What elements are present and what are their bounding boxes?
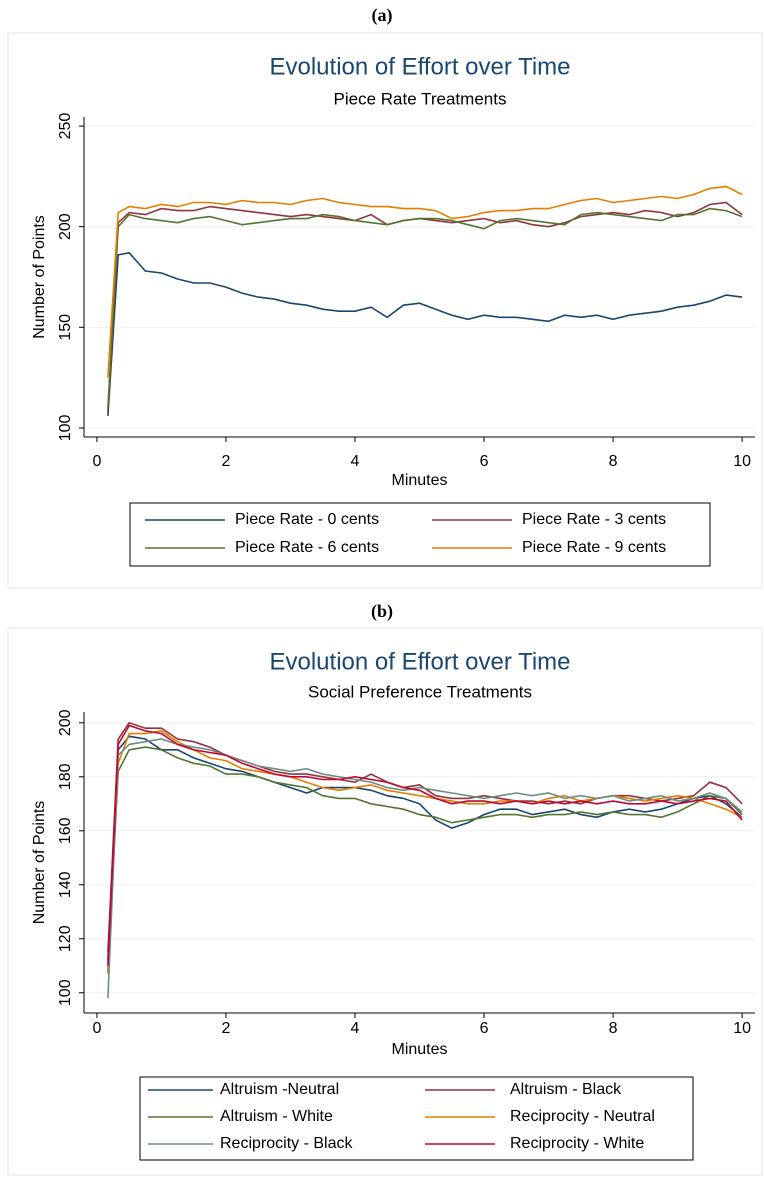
y-tick-label: 120 bbox=[57, 925, 74, 952]
x-axis-label: Minutes bbox=[391, 472, 447, 489]
y-axis-label: Number of Points bbox=[31, 801, 48, 925]
legend-box bbox=[139, 1076, 694, 1161]
x-tick-label: 4 bbox=[351, 453, 360, 470]
y-tick-label: 250 bbox=[57, 113, 74, 140]
panel-frame bbox=[7, 32, 763, 589]
x-tick-label: 0 bbox=[92, 453, 101, 470]
x-tick-label: 10 bbox=[733, 1020, 751, 1037]
x-tick-label: 0 bbox=[92, 1020, 101, 1037]
legend-label: Reciprocity - Neutral bbox=[510, 1108, 655, 1125]
x-axis-label: Minutes bbox=[391, 1041, 447, 1058]
chart-title: Evolution of Effort over Time bbox=[269, 53, 570, 80]
series-line bbox=[107, 207, 743, 408]
series-line bbox=[107, 735, 743, 961]
y-tick-label: 140 bbox=[57, 871, 74, 898]
y-tick-label: 150 bbox=[57, 314, 74, 341]
legend-label: Reciprocity - Black bbox=[220, 1135, 353, 1152]
legend-label: Altruism - White bbox=[220, 1108, 333, 1125]
legend-box bbox=[129, 502, 711, 567]
x-tick-label: 6 bbox=[480, 1020, 489, 1037]
series-line bbox=[107, 185, 743, 378]
legend-label: Altruism -Neutral bbox=[220, 1081, 339, 1098]
x-tick-label: 10 bbox=[733, 453, 751, 470]
panel-frame bbox=[7, 627, 763, 1176]
chart-subtitle: Piece Rate Treatments bbox=[334, 89, 507, 108]
x-tick-label: 2 bbox=[221, 1020, 230, 1037]
y-tick-label: 160 bbox=[57, 817, 74, 844]
y-tick-label: 100 bbox=[57, 414, 74, 441]
series-line bbox=[107, 724, 743, 966]
series-line bbox=[107, 201, 743, 412]
legend-label: Piece Rate - 6 cents bbox=[235, 539, 379, 556]
panel-label: (b) bbox=[371, 601, 393, 622]
series-line bbox=[107, 251, 743, 416]
panel-label: (a) bbox=[372, 5, 393, 26]
x-tick-label: 4 bbox=[351, 1020, 360, 1037]
legend-label: Piece Rate - 0 cents bbox=[235, 511, 379, 528]
y-tick-label: 200 bbox=[57, 213, 74, 240]
series-line bbox=[107, 738, 743, 999]
series-line bbox=[107, 746, 743, 972]
legend-label: Altruism - Black bbox=[510, 1081, 622, 1098]
x-tick-label: 2 bbox=[221, 453, 230, 470]
legend-label: Piece Rate - 9 cents bbox=[522, 539, 666, 556]
y-tick-label: 100 bbox=[57, 979, 74, 1006]
y-axis-label: Number of Points bbox=[31, 215, 48, 339]
y-tick-label: 200 bbox=[57, 709, 74, 736]
x-tick-label: 8 bbox=[609, 453, 618, 470]
x-tick-label: 6 bbox=[480, 453, 489, 470]
x-tick-label: 8 bbox=[609, 1020, 618, 1037]
y-tick-label: 180 bbox=[57, 763, 74, 790]
legend-label: Reciprocity - White bbox=[510, 1135, 644, 1152]
series-line bbox=[107, 721, 743, 953]
legend-label: Piece Rate - 3 cents bbox=[522, 511, 666, 528]
chart-title: Evolution of Effort over Time bbox=[269, 648, 570, 675]
chart-subtitle: Social Preference Treatments bbox=[308, 682, 532, 701]
series-line bbox=[107, 730, 743, 974]
